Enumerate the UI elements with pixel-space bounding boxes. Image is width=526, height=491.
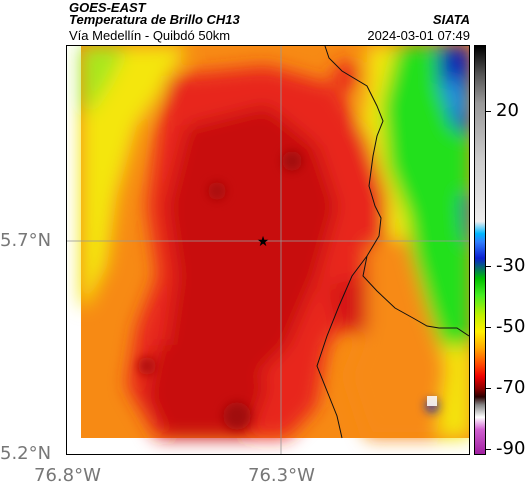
colorbar-tick: [486, 388, 491, 389]
brightness-temperature-field: ★: [67, 46, 469, 454]
colorbar-label-minus70: -70: [496, 377, 526, 398]
lon-label-76.3: 76.3°W: [248, 465, 315, 486]
colorbar-label-minus90: -90: [496, 438, 526, 459]
colorbar-label-20: 20: [496, 100, 519, 121]
product-title: Temperatura de Brillo CH13: [69, 12, 240, 27]
route-subtitle: Vía Medellín - Quibdó 50km: [69, 28, 231, 43]
timestamp-label: 2024-03-01 07:49: [367, 28, 470, 43]
lon-label-76.8: 76.8°W: [34, 465, 101, 486]
colorbar-label-minus50: -50: [496, 316, 526, 337]
colorbar: [474, 45, 486, 455]
star-icon: ★: [257, 233, 270, 249]
satellite-title: GOES-EAST: [69, 0, 146, 15]
organization-label: SIATA: [432, 12, 470, 27]
satellite-map[interactable]: ★: [66, 45, 470, 455]
colorbar-label-minus30: -30: [496, 255, 526, 276]
colorbar-tick: [486, 266, 491, 267]
colorbar-tick: [486, 111, 491, 112]
colorbar-tick: [486, 449, 491, 450]
lat-label-5.2: 5.2°N: [0, 443, 52, 464]
boundary-line: [316, 46, 469, 439]
colorbar-tick: [486, 327, 491, 328]
lat-label-5.7: 5.7°N: [0, 230, 52, 251]
